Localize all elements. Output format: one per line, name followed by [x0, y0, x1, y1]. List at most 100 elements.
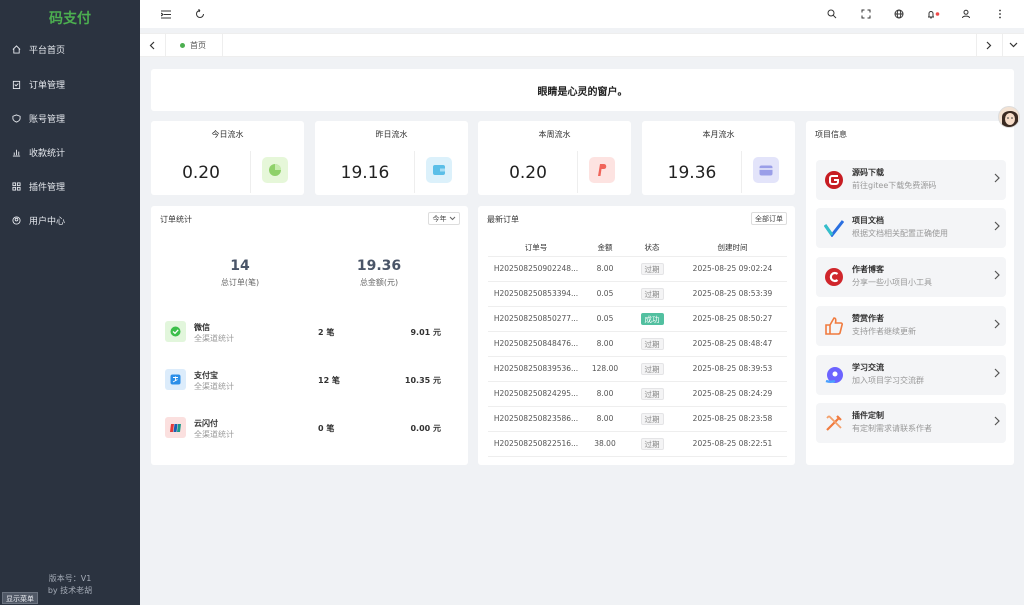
tab-home[interactable]: 首页 — [165, 34, 223, 56]
item-desc: 前往gitee下载免费源码 — [852, 181, 937, 190]
all-orders-button[interactable]: 全部订单 — [751, 212, 787, 225]
table-row[interactable]: H202508250902248... 8.00 过期 2025-08-25 0… — [488, 256, 787, 282]
bell-icon[interactable] — [926, 7, 940, 21]
stat-value: 19.36 — [667, 163, 717, 183]
table-row[interactable]: H202508250853394... 0.05 过期 2025-08-25 0… — [488, 281, 787, 307]
status-badge: 过期 — [640, 437, 664, 450]
stat-title: 本周流水 — [538, 130, 571, 139]
table-row[interactable]: H202508250822516... 38.00 过期 2025-08-25 … — [488, 431, 787, 457]
paypal-icon — [589, 157, 615, 183]
status-badge: 过期 — [640, 287, 664, 300]
sidebar-item-user-center[interactable]: 用户中心 — [0, 210, 140, 230]
chevron-down-icon[interactable] — [1006, 38, 1020, 52]
sidebar-item-label: 订单管理 — [29, 80, 66, 91]
table-row[interactable]: H202508250850277... 0.05 成功 2025-08-25 0… — [488, 306, 787, 332]
stat-title: 昨日流水 — [375, 130, 408, 139]
item-name: 作者博客 — [852, 265, 884, 274]
project-item-community[interactable]: 学习交流 加入项目学习交流群 — [816, 355, 1006, 395]
fullscreen-icon[interactable] — [859, 7, 873, 21]
user-circle-icon — [12, 215, 21, 225]
order-id: H202508250839536... — [488, 356, 584, 382]
channel-count: 12 笔 — [318, 376, 340, 385]
divider — [577, 151, 578, 193]
item-desc: 加入项目学习交流群 — [852, 376, 924, 385]
sidebar-item-home[interactable]: 平台首页 — [0, 39, 140, 59]
order-id: H202508250824295... — [488, 381, 584, 407]
chevron-left-icon[interactable] — [145, 38, 159, 52]
clipboard-icon — [12, 80, 21, 89]
wallet-icon — [426, 157, 452, 183]
channel-name: 微信 — [194, 323, 210, 332]
avatar[interactable] — [998, 106, 1020, 128]
order-id: H202508250823586... — [488, 406, 584, 432]
sidebar-item-accounts[interactable]: 账号管理 — [0, 108, 140, 128]
order-status: 过期 — [626, 431, 678, 457]
order-amount: 8.00 — [584, 406, 626, 432]
table-row[interactable]: H202508250839536... 128.00 过期 2025-08-25… — [488, 356, 787, 382]
project-item-blog[interactable]: 作者博客 分享一些小项目小工具 — [816, 257, 1006, 297]
table-row[interactable]: H202508250823586... 8.00 过期 2025-08-25 0… — [488, 406, 787, 432]
table-row[interactable]: H202508250824295... 8.00 过期 2025-08-25 0… — [488, 381, 787, 407]
project-item-donate[interactable]: 赞赏作者 支持作者继续更新 — [816, 306, 1006, 346]
chart-icon — [12, 149, 21, 157]
chevron-right-icon[interactable] — [982, 38, 996, 52]
sidebar-item-stats[interactable]: 收款统计 — [0, 142, 140, 162]
divider — [741, 151, 742, 193]
order-time: 2025-08-25 08:53:39 — [678, 281, 787, 307]
item-name: 源码下载 — [852, 168, 884, 177]
chevron-right-icon — [994, 270, 1000, 280]
order-amount: 8.00 — [584, 331, 626, 357]
total-orders-value: 14 — [230, 258, 250, 274]
more-vertical-icon[interactable] — [993, 7, 1007, 21]
order-status: 成功 — [626, 306, 678, 332]
channel-amount: 0.00 元 — [410, 424, 441, 433]
total-amount-value: 19.36 — [356, 258, 402, 274]
show-menu-button[interactable]: 显示菜单 — [2, 592, 38, 604]
search-icon[interactable] — [825, 7, 839, 21]
order-time: 2025-08-25 08:22:51 — [678, 431, 787, 457]
sidebar-item-label: 收款统计 — [29, 148, 66, 159]
order-id: H202508250822516... — [488, 431, 584, 457]
stat-card-yesterday: 昨日流水 19.16 — [315, 121, 468, 195]
stat-card-month: 本月流水 19.36 — [642, 121, 795, 195]
project-item-docs[interactable]: 项目文档 根据文档相关配置正确使用 — [816, 208, 1006, 248]
year-select[interactable]: 今年 — [428, 212, 460, 225]
unionpay-icon — [165, 417, 186, 438]
table-header-row: 订单号 金额 状态 创建时间 — [488, 239, 787, 257]
column-header: 创建时间 — [678, 239, 787, 257]
sidebar-item-orders[interactable]: 订单管理 — [0, 74, 140, 94]
tab-bar: 首页 — [140, 33, 1024, 57]
channel-row-wechat: 微信 全渠道统计 2 笔 9.01 元 — [165, 321, 455, 343]
item-desc: 分享一些小项目小工具 — [852, 278, 932, 287]
table-row[interactable]: H202508250848476... 8.00 过期 2025-08-25 0… — [488, 331, 787, 357]
sidebar-item-label: 平台首页 — [29, 45, 66, 56]
status-badge: 成功 — [640, 312, 664, 325]
card-title: 项目信息 — [815, 130, 847, 139]
collapse-menu-icon[interactable] — [159, 7, 173, 21]
project-item-source[interactable]: 源码下载 前往gitee下载免费源码 — [816, 160, 1006, 200]
version-info: 版本号：V1 by 技术老胡 — [0, 573, 140, 597]
sidebar-item-plugins[interactable]: 插件管理 — [0, 176, 140, 196]
chevron-right-icon — [994, 368, 1000, 378]
latest-orders-card: 最新订单 全部订单 订单号 金额 状态 创建时间 H20250825090224… — [478, 206, 795, 465]
chevron-right-icon — [994, 221, 1000, 231]
card-title: 最新订单 — [487, 215, 519, 224]
order-time: 2025-08-25 08:23:58 — [678, 406, 787, 432]
order-status: 过期 — [626, 281, 678, 307]
refresh-icon[interactable] — [193, 7, 207, 21]
order-id: H202508250848476... — [488, 331, 584, 357]
stat-title: 今日流水 — [211, 130, 244, 139]
divider — [250, 151, 251, 193]
globe-icon[interactable] — [892, 7, 906, 21]
active-dot — [180, 43, 185, 48]
app-logo: 码支付 — [49, 11, 91, 27]
order-id: H202508250853394... — [488, 281, 584, 307]
user-icon[interactable] — [959, 7, 973, 21]
wechat-icon — [165, 321, 186, 342]
chevron-down-icon — [449, 216, 455, 221]
project-info-card: 项目信息 源码下载 前往gitee下载免费源码 项目文档 根据文档相关配置正确使… — [806, 121, 1014, 465]
project-item-custom[interactable]: 插件定制 有定制需求请联系作者 — [816, 403, 1006, 443]
version-label: 版本号：V1 — [48, 574, 92, 583]
order-amount: 38.00 — [584, 431, 626, 457]
item-desc: 支持作者继续更新 — [852, 327, 916, 336]
